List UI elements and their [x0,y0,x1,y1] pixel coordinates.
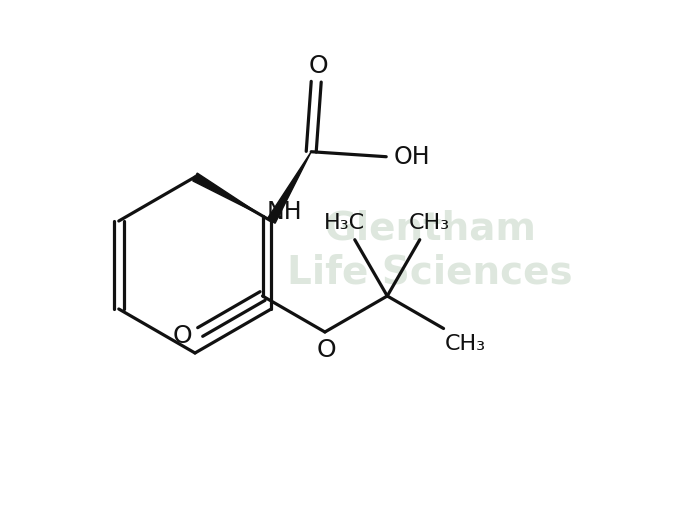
Text: NH: NH [267,200,302,224]
Polygon shape [193,173,262,216]
Text: CH₃: CH₃ [409,213,450,233]
Text: H₃C: H₃C [324,213,365,233]
Text: Glentham
Life Sciences: Glentham Life Sciences [287,209,573,291]
Text: OH: OH [394,145,431,168]
Polygon shape [267,152,311,223]
Text: O: O [317,338,337,362]
Text: CH₃: CH₃ [445,334,486,355]
Text: O: O [308,54,328,77]
Text: O: O [173,324,192,348]
